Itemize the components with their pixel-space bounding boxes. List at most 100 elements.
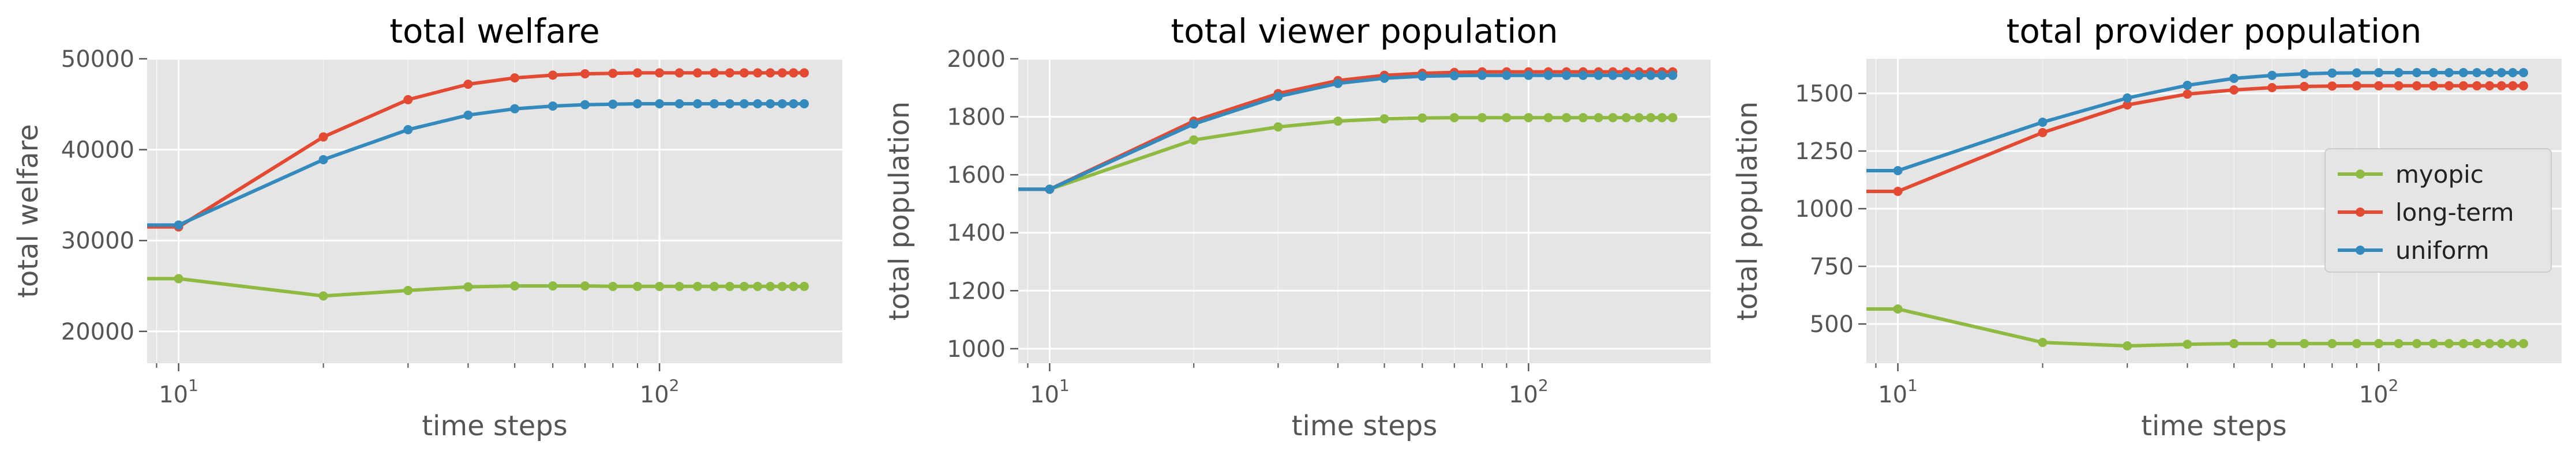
x-tick-label: 102	[640, 376, 680, 408]
y-tick-label: 500	[1810, 311, 1854, 338]
data-point-uniform	[655, 99, 665, 109]
data-point-uniform	[1634, 70, 1644, 80]
data-point-myopic	[2327, 339, 2337, 348]
x-axis-label: time steps	[422, 410, 568, 442]
data-point-myopic	[2038, 338, 2048, 347]
data-point-uniform	[1578, 70, 1588, 80]
data-point-myopic	[655, 281, 665, 291]
data-point-long-term	[739, 68, 749, 78]
data-point-uniform	[174, 220, 183, 230]
data-point-uniform	[2496, 68, 2506, 77]
data-point-myopic	[2374, 339, 2384, 348]
data-point-uniform	[2327, 68, 2337, 78]
data-point-uniform	[1524, 70, 1533, 80]
data-point-myopic	[2444, 339, 2454, 348]
data-point-uniform	[632, 99, 642, 109]
y-tick-label: 1600	[947, 162, 1006, 189]
data-point-uniform	[1562, 70, 1572, 80]
data-point-myopic	[403, 285, 413, 295]
data-point-long-term	[548, 70, 558, 80]
data-point-long-term	[2444, 81, 2454, 91]
y-tick-label: 20000	[61, 319, 134, 345]
data-point-uniform	[1333, 78, 1343, 88]
data-point-long-term	[777, 68, 787, 78]
data-point-long-term	[318, 132, 328, 142]
y-axis-label: total population	[1731, 101, 1764, 321]
data-point-long-term	[463, 80, 473, 89]
data-point-myopic	[2394, 339, 2403, 348]
data-point-uniform	[753, 99, 763, 109]
data-point-uniform	[1502, 70, 1512, 80]
data-point-myopic	[1379, 114, 1389, 124]
data-point-long-term	[2458, 81, 2468, 91]
data-point-myopic	[739, 281, 749, 291]
legend-marker-uniform	[2356, 246, 2365, 255]
data-point-long-term	[403, 95, 413, 104]
data-point-myopic	[725, 281, 734, 291]
data-point-long-term	[710, 68, 719, 78]
y-tick-label: 750	[1810, 254, 1854, 280]
data-point-myopic	[777, 281, 787, 291]
data-point-uniform	[1189, 119, 1199, 129]
data-point-uniform	[2458, 68, 2468, 77]
data-point-long-term	[800, 68, 809, 78]
data-point-uniform	[1543, 70, 1553, 80]
data-point-myopic	[1578, 113, 1588, 123]
data-point-myopic	[1502, 113, 1512, 123]
data-point-uniform	[710, 99, 719, 109]
data-point-long-term	[2352, 81, 2361, 91]
x-axis-label: time steps	[2141, 410, 2287, 442]
chart-title: total provider population	[2007, 12, 2422, 51]
data-point-long-term	[1893, 187, 1903, 196]
data-point-uniform	[674, 99, 684, 109]
data-point-uniform	[2444, 68, 2454, 77]
data-point-long-term	[655, 68, 665, 78]
data-point-long-term	[2183, 89, 2192, 99]
data-point-long-term	[2267, 83, 2277, 92]
y-tick-label: 1800	[947, 104, 1006, 131]
legend-marker-myopic	[2356, 169, 2365, 179]
x-tick-label: 102	[2359, 376, 2399, 408]
data-point-uniform	[1273, 92, 1283, 101]
data-point-uniform	[1449, 71, 1459, 81]
data-point-long-term	[2472, 81, 2482, 91]
y-tick-label: 40000	[61, 137, 134, 164]
x-tick-label: 101	[1878, 376, 1918, 408]
data-point-uniform	[1893, 166, 1903, 175]
plot-area	[147, 59, 842, 363]
data-point-myopic	[1273, 122, 1283, 132]
data-point-uniform	[2352, 68, 2361, 78]
y-axis-label: total welfare	[12, 124, 44, 298]
data-point-uniform	[766, 99, 775, 109]
data-point-uniform	[1593, 70, 1603, 80]
data-point-myopic	[2508, 339, 2518, 348]
data-point-myopic	[2519, 339, 2529, 348]
data-point-myopic	[2458, 339, 2468, 348]
data-point-myopic	[2412, 339, 2422, 348]
data-point-long-term	[2496, 81, 2506, 91]
data-point-uniform	[739, 99, 749, 109]
data-point-long-term	[2327, 81, 2337, 91]
data-point-myopic	[789, 281, 798, 291]
data-point-uniform	[463, 110, 473, 120]
data-point-uniform	[1477, 70, 1487, 80]
data-point-long-term	[766, 68, 775, 78]
x-tick-label: 101	[1030, 376, 1070, 408]
data-point-uniform	[318, 154, 328, 164]
data-point-myopic	[766, 281, 775, 291]
data-point-long-term	[2299, 82, 2309, 91]
data-point-uniform	[2123, 93, 2132, 103]
data-point-long-term	[789, 68, 798, 78]
data-point-myopic	[1562, 113, 1572, 123]
y-tick-label: 1200	[947, 278, 1006, 304]
data-point-uniform	[548, 101, 558, 111]
y-axis-label: total population	[883, 101, 916, 321]
data-point-uniform	[1646, 70, 1656, 80]
data-point-myopic	[1189, 135, 1199, 145]
data-point-uniform	[2412, 68, 2422, 77]
data-point-myopic	[2123, 341, 2132, 351]
data-point-myopic	[2472, 339, 2482, 348]
data-point-myopic	[1893, 304, 1903, 314]
data-point-myopic	[2299, 339, 2309, 348]
data-point-long-term	[2123, 100, 2132, 110]
